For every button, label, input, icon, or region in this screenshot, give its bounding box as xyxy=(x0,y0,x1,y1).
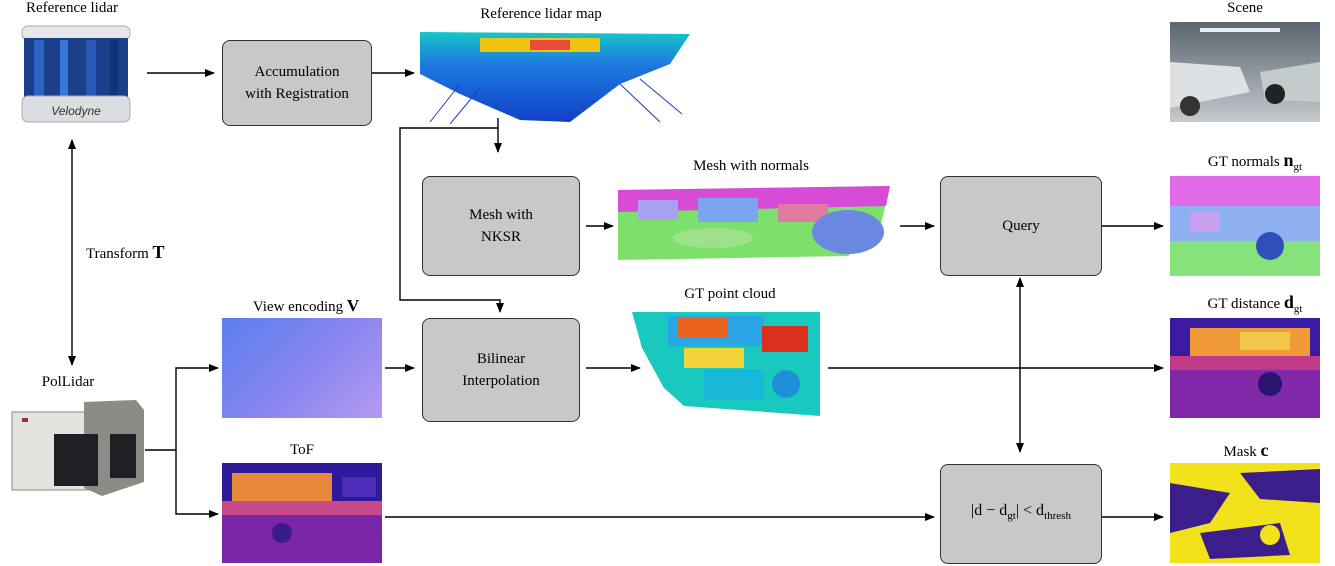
scene-image xyxy=(1170,22,1320,122)
mask-label: Mask c xyxy=(1196,440,1296,461)
gt-distance-symbol: d xyxy=(1283,292,1294,312)
threshold-lhs: |d − d xyxy=(971,502,1008,520)
view-encoding-text: View encoding xyxy=(252,299,344,315)
pollidar-device-image xyxy=(6,398,146,498)
arrow-pollidar-branch xyxy=(145,364,219,451)
accumulation-line1: Accumulation xyxy=(254,64,340,80)
view-encoding-image xyxy=(222,318,382,418)
mesh-with-normals-label: Mesh with normals xyxy=(693,158,809,174)
mask-symbol: c xyxy=(1260,440,1269,460)
accumulation-box: Accumulation with Registration xyxy=(222,40,372,126)
query-box: Query xyxy=(940,176,1102,276)
bilinear-box: Bilinear Interpolation xyxy=(422,318,580,422)
gt-point-cloud-label: GT point cloud xyxy=(684,286,776,302)
view-encoding-label: View encoding V xyxy=(226,296,386,316)
mesh-with-normals-image xyxy=(618,180,890,276)
threshold-expression: |d − dgt| < dthresh xyxy=(971,500,1071,527)
bilinear-line2: Interpolation xyxy=(462,373,540,389)
arrow-map-to-bilinear xyxy=(399,127,504,313)
gt-normals-image xyxy=(1170,176,1320,276)
accumulation-line2: with Registration xyxy=(245,86,349,102)
gt-distance-image xyxy=(1170,318,1320,418)
mask-image xyxy=(1170,463,1320,563)
gt-point-cloud-image xyxy=(624,308,824,416)
view-encoding-symbol: V xyxy=(346,296,360,315)
tof-label: ToF xyxy=(290,442,314,458)
threshold-lhs-sub: gt xyxy=(1007,510,1016,523)
gt-normals-text: GT normals xyxy=(1207,154,1280,170)
gt-normals-symbol: n xyxy=(1283,150,1294,170)
reference-lidar-map-label: Reference lidar map xyxy=(480,6,602,22)
reference-lidar-label: Reference lidar xyxy=(25,0,119,16)
mesh-nksr-line2: NKSR xyxy=(480,229,521,245)
threshold-box: |d − dgt| < dthresh xyxy=(940,464,1102,564)
gt-distance-text: GT distance xyxy=(1207,296,1281,312)
velodyne-brand-text: Velodyne xyxy=(51,104,101,118)
bilinear-line1: Bilinear xyxy=(476,351,526,367)
gt-normals-sub: gt xyxy=(1293,161,1303,173)
tof-image xyxy=(222,463,382,563)
reference-lidar-map-image xyxy=(420,24,690,124)
pollidar-label: PolLidar xyxy=(41,374,95,390)
transform-text: Transform xyxy=(86,246,149,262)
mask-text: Mask xyxy=(1223,444,1257,460)
gt-distance-sub: gt xyxy=(1293,303,1303,315)
velodyne-lidar-image: Velodyne xyxy=(20,22,132,124)
gt-normals-label: GT normals ngt xyxy=(1180,150,1330,173)
gt-distance-label: GT distance dgt xyxy=(1180,292,1330,315)
transform-label: Transform T xyxy=(86,242,196,263)
mesh-nksr-box: Mesh with NKSR xyxy=(422,176,580,276)
transform-symbol: T xyxy=(152,242,165,262)
scene-label: Scene xyxy=(1227,0,1263,16)
threshold-mid: | < d xyxy=(1015,502,1045,520)
threshold-rhs-sub: thresh xyxy=(1044,510,1071,523)
mesh-nksr-line1: Mesh with xyxy=(469,207,533,223)
query-label: Query xyxy=(1002,218,1040,234)
arrow-pollidar-to-tof xyxy=(175,450,219,518)
